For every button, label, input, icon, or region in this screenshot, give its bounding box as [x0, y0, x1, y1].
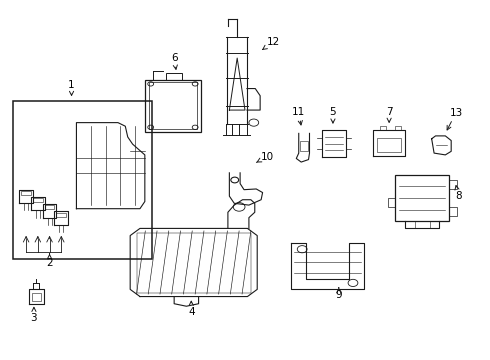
Bar	[21, 191, 31, 195]
Text: 10: 10	[256, 152, 273, 162]
Text: 9: 9	[336, 288, 342, 301]
Text: 5: 5	[330, 107, 336, 123]
Bar	[149, 82, 197, 129]
Text: 13: 13	[447, 108, 463, 130]
Text: 11: 11	[292, 107, 305, 125]
Bar	[137, 233, 251, 293]
Bar	[377, 138, 401, 152]
Bar	[32, 293, 41, 301]
Text: 7: 7	[386, 107, 392, 122]
Text: 2: 2	[46, 254, 53, 268]
Text: 4: 4	[188, 301, 195, 317]
Bar	[33, 198, 43, 202]
Bar	[166, 73, 182, 80]
Bar	[45, 206, 54, 210]
Bar	[13, 101, 152, 259]
Bar	[145, 80, 201, 132]
Bar	[395, 175, 449, 221]
Text: 12: 12	[263, 37, 280, 50]
Bar	[56, 212, 66, 217]
Text: 3: 3	[30, 307, 37, 323]
Bar	[300, 140, 308, 151]
Bar	[380, 126, 386, 130]
Text: 1: 1	[68, 80, 75, 95]
Text: 8: 8	[455, 185, 462, 201]
Bar	[449, 180, 457, 189]
Bar	[395, 126, 401, 130]
Bar	[449, 207, 457, 216]
Bar	[388, 198, 395, 207]
Text: 6: 6	[171, 53, 177, 69]
